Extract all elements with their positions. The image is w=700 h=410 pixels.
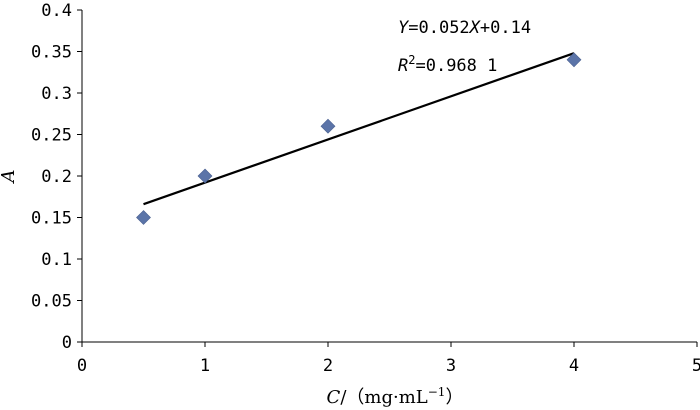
x-tick-label: 1 xyxy=(200,356,210,376)
x-axis-close: ） xyxy=(445,387,463,408)
r-squared-annotation: R2=0.968 1 xyxy=(398,53,497,76)
trendline xyxy=(143,52,575,206)
r2-var: R xyxy=(398,56,408,76)
data-point-marker xyxy=(197,168,213,184)
axes xyxy=(77,9,698,347)
r2-value: =0.968 1 xyxy=(415,56,497,76)
y-tick-label: 0.4 xyxy=(41,1,72,21)
x-tick-label: 0 xyxy=(77,356,87,376)
y-tick-label: 0.2 xyxy=(41,167,72,187)
equation-x-var: X xyxy=(468,18,482,38)
y-tick-label: 0.25 xyxy=(31,126,72,146)
x-tick-label: 3 xyxy=(446,356,456,376)
data-point-marker xyxy=(566,52,582,68)
tick-labels: 0 1 2 3 4 5 0 0.05 0.1 0.15 0.2 0.25 0.3 0.35 0.4 xyxy=(31,1,700,376)
x-tick-label: 4 xyxy=(569,356,579,376)
equation-slope: =0.052 xyxy=(408,18,469,38)
x-axis-title: C/（mg·mL−1） xyxy=(327,385,464,408)
equation-intercept: +0.14 xyxy=(480,18,531,38)
x-axis-unit: /（mg·mL xyxy=(340,387,427,408)
y-axis-title: A xyxy=(0,170,19,185)
x-axis-exponent: −1 xyxy=(428,385,446,399)
x-axis-var: C xyxy=(327,387,341,408)
data-points xyxy=(136,52,582,225)
y-tick-label: 0.1 xyxy=(41,250,72,270)
y-tick-label: 0.35 xyxy=(31,43,72,63)
x-tick-label: 5 xyxy=(692,356,700,376)
r2-exponent: 2 xyxy=(408,53,415,67)
equation-y-var: Y xyxy=(398,18,410,38)
y-tick-label: 0.3 xyxy=(41,84,72,104)
data-point-marker xyxy=(136,210,151,225)
y-tick-label: 0.15 xyxy=(31,209,72,229)
x-tick-label: 2 xyxy=(323,356,333,376)
data-point-marker xyxy=(320,118,336,134)
equation-annotation: Y=0.052X+0.14 xyxy=(398,18,531,38)
trendline-group xyxy=(143,52,575,206)
y-tick-label: 0.05 xyxy=(31,292,72,312)
y-tick-label: 0 xyxy=(62,333,72,353)
